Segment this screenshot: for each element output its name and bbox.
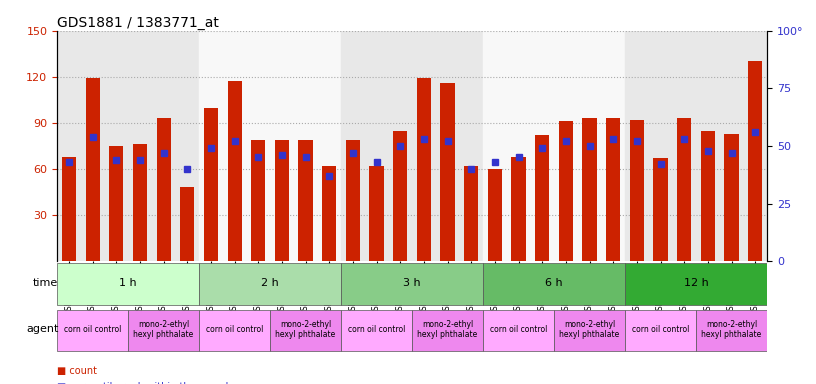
- Bar: [175, 31, 199, 261]
- FancyBboxPatch shape: [199, 310, 270, 351]
- Bar: [317, 31, 341, 261]
- Bar: [436, 31, 459, 261]
- Bar: [157, 118, 171, 261]
- Bar: [109, 146, 123, 261]
- Bar: [459, 31, 483, 261]
- FancyBboxPatch shape: [483, 263, 625, 305]
- Text: mono-2-ethyl
hexyl phthalate: mono-2-ethyl hexyl phthalate: [276, 319, 335, 339]
- FancyBboxPatch shape: [57, 310, 128, 351]
- Text: mono-2-ethyl
hexyl phthalate: mono-2-ethyl hexyl phthalate: [702, 319, 761, 339]
- Bar: [720, 31, 743, 261]
- FancyBboxPatch shape: [270, 310, 341, 351]
- FancyBboxPatch shape: [341, 263, 483, 305]
- Text: corn oil control: corn oil control: [632, 325, 690, 334]
- Bar: [441, 83, 455, 261]
- FancyBboxPatch shape: [341, 310, 412, 351]
- Text: corn oil control: corn oil control: [348, 325, 406, 334]
- FancyBboxPatch shape: [554, 310, 625, 351]
- Bar: [625, 31, 649, 261]
- Text: ■ percentile rank within the sample: ■ percentile rank within the sample: [57, 382, 234, 384]
- Bar: [199, 31, 223, 261]
- FancyBboxPatch shape: [625, 310, 696, 351]
- Bar: [701, 131, 715, 261]
- Bar: [606, 118, 620, 261]
- Bar: [488, 169, 502, 261]
- Bar: [246, 31, 270, 261]
- FancyBboxPatch shape: [57, 263, 199, 305]
- Text: 3 h: 3 h: [403, 278, 421, 288]
- Bar: [81, 31, 104, 261]
- Bar: [559, 121, 573, 261]
- Bar: [62, 157, 76, 261]
- Bar: [86, 78, 100, 261]
- FancyBboxPatch shape: [128, 310, 199, 351]
- Text: 1 h: 1 h: [119, 278, 137, 288]
- Bar: [512, 157, 526, 261]
- Bar: [649, 31, 672, 261]
- Text: mono-2-ethyl
hexyl phthalate: mono-2-ethyl hexyl phthalate: [560, 319, 619, 339]
- Bar: [583, 118, 596, 261]
- FancyBboxPatch shape: [199, 263, 341, 305]
- Bar: [128, 31, 152, 261]
- Text: time: time: [33, 278, 58, 288]
- Bar: [725, 134, 738, 261]
- Text: corn oil control: corn oil control: [490, 325, 548, 334]
- Bar: [270, 31, 294, 261]
- Bar: [654, 158, 667, 261]
- Bar: [677, 118, 691, 261]
- Bar: [388, 31, 412, 261]
- Text: ■ count: ■ count: [57, 366, 97, 376]
- Bar: [322, 166, 336, 261]
- Bar: [412, 31, 436, 261]
- Bar: [578, 31, 601, 261]
- Bar: [204, 108, 218, 261]
- Bar: [365, 31, 388, 261]
- Bar: [346, 140, 360, 261]
- Bar: [696, 31, 720, 261]
- Bar: [223, 31, 246, 261]
- Text: 6 h: 6 h: [545, 278, 563, 288]
- Text: mono-2-ethyl
hexyl phthalate: mono-2-ethyl hexyl phthalate: [134, 319, 193, 339]
- Bar: [464, 166, 478, 261]
- Bar: [294, 31, 317, 261]
- Bar: [748, 61, 762, 261]
- Bar: [530, 31, 554, 261]
- Text: corn oil control: corn oil control: [206, 325, 264, 334]
- Text: 12 h: 12 h: [684, 278, 708, 288]
- Bar: [370, 166, 384, 261]
- Bar: [417, 78, 431, 261]
- Bar: [251, 140, 265, 261]
- Bar: [393, 131, 407, 261]
- Bar: [180, 187, 194, 261]
- Bar: [554, 31, 578, 261]
- Bar: [743, 31, 767, 261]
- FancyBboxPatch shape: [696, 310, 767, 351]
- Bar: [133, 144, 147, 261]
- Text: mono-2-ethyl
hexyl phthalate: mono-2-ethyl hexyl phthalate: [418, 319, 477, 339]
- Bar: [341, 31, 365, 261]
- Bar: [630, 120, 644, 261]
- Bar: [601, 31, 625, 261]
- Bar: [57, 31, 81, 261]
- Bar: [299, 140, 313, 261]
- Bar: [507, 31, 530, 261]
- Text: agent: agent: [26, 324, 58, 334]
- Text: corn oil control: corn oil control: [64, 325, 122, 334]
- Bar: [535, 135, 549, 261]
- Bar: [104, 31, 128, 261]
- Bar: [483, 31, 507, 261]
- FancyBboxPatch shape: [412, 310, 483, 351]
- FancyBboxPatch shape: [483, 310, 554, 351]
- Text: GDS1881 / 1383771_at: GDS1881 / 1383771_at: [57, 16, 219, 30]
- Bar: [672, 31, 696, 261]
- Bar: [152, 31, 175, 261]
- Text: 2 h: 2 h: [261, 278, 279, 288]
- FancyBboxPatch shape: [625, 263, 767, 305]
- Bar: [275, 140, 289, 261]
- Bar: [228, 81, 242, 261]
